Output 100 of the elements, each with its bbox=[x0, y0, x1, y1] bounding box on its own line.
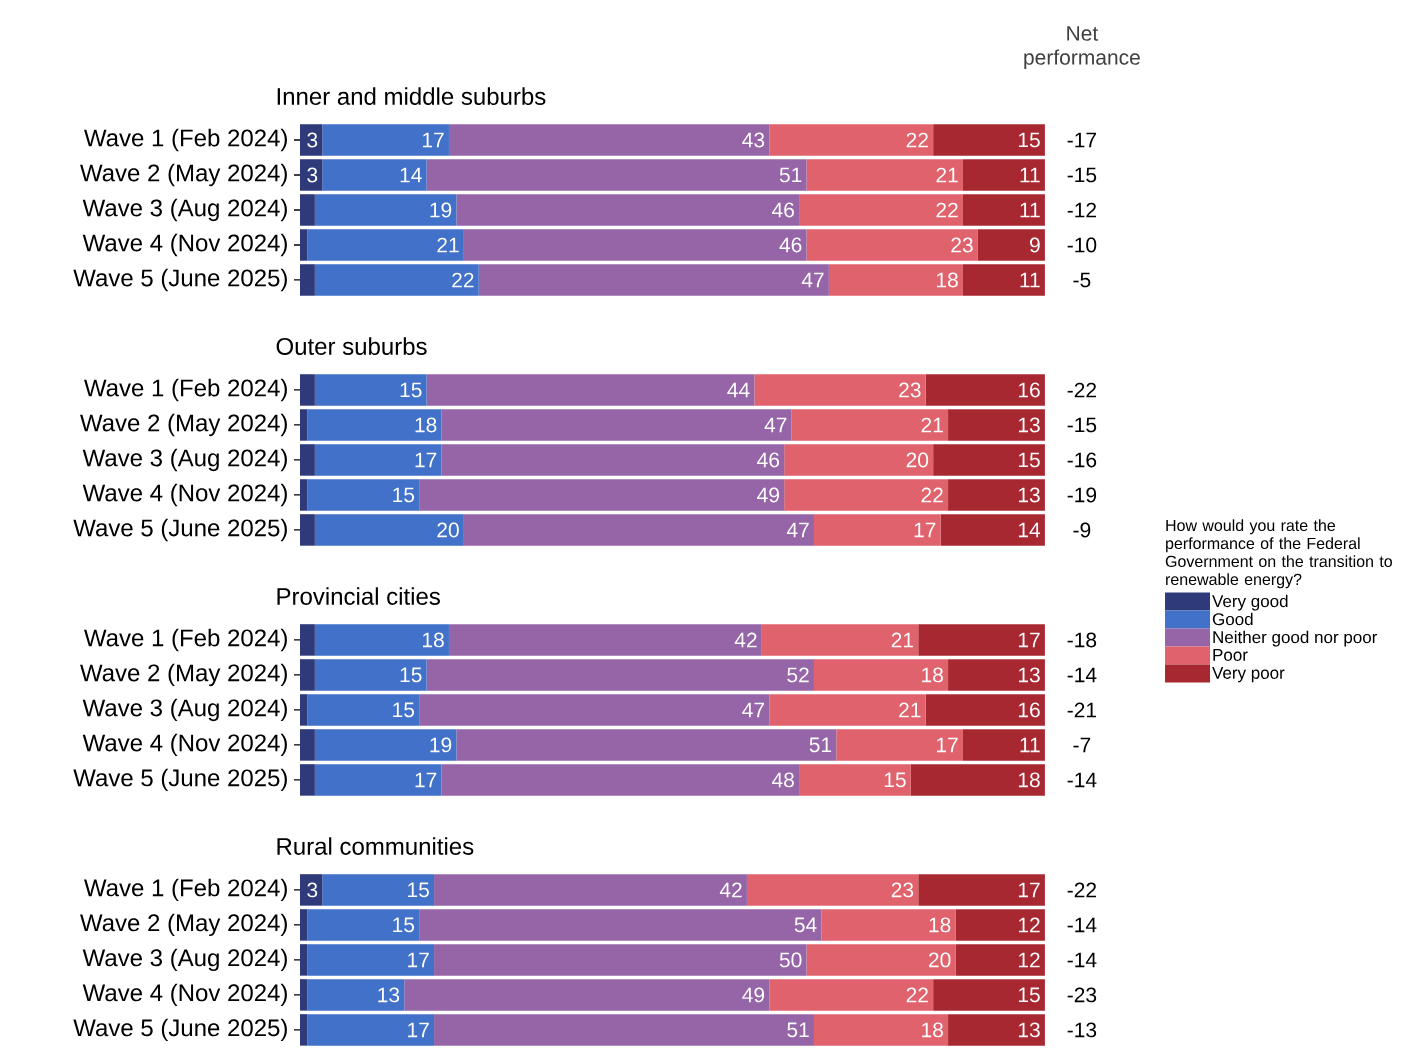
data-label: 18 bbox=[423, 632, 444, 648]
text: -14 bbox=[1067, 667, 1097, 683]
y-tick-label: Wave 3 (Aug 2024) bbox=[82, 198, 287, 222]
bar bbox=[314, 764, 442, 796]
data-label: 15 bbox=[393, 917, 415, 933]
data-label: 49 bbox=[757, 487, 779, 503]
data-label: 13 bbox=[1018, 487, 1040, 503]
data-label: 43 bbox=[742, 132, 765, 148]
data-label: 11 bbox=[1020, 167, 1040, 183]
data-label: 21 bbox=[936, 167, 958, 183]
chart-title: Rural communities bbox=[277, 837, 474, 855]
bar bbox=[307, 694, 420, 726]
data-label: 3 bbox=[307, 882, 318, 898]
data-label: 12 bbox=[1018, 917, 1040, 933]
data-label: 17 bbox=[415, 772, 437, 788]
data-label: 17 bbox=[408, 952, 429, 968]
data-label: 21 bbox=[437, 237, 459, 253]
bar bbox=[955, 944, 1045, 976]
data-label: 11 bbox=[1020, 202, 1040, 218]
bar bbox=[925, 374, 1045, 406]
y-tick-label: Wave 2 (May 2024) bbox=[80, 913, 287, 937]
bar bbox=[299, 1014, 308, 1046]
bar bbox=[799, 764, 911, 796]
legend-label: Good bbox=[1212, 612, 1253, 626]
data-label: 13 bbox=[378, 987, 400, 1003]
bar bbox=[925, 694, 1045, 726]
bar bbox=[806, 944, 956, 976]
bar bbox=[441, 444, 785, 476]
bar bbox=[441, 409, 792, 441]
y-tick-label: Wave 4 (Nov 2024) bbox=[82, 483, 287, 507]
data-label: 49 bbox=[742, 987, 765, 1003]
data-label: 15 bbox=[408, 882, 429, 898]
bar bbox=[314, 729, 457, 761]
bar bbox=[948, 409, 1045, 441]
data-label: 46 bbox=[772, 202, 794, 218]
text: -13 bbox=[1067, 1022, 1097, 1038]
bar bbox=[940, 514, 1045, 546]
bar bbox=[299, 374, 315, 406]
bar bbox=[299, 409, 308, 441]
text: -14 bbox=[1067, 772, 1097, 788]
text: -16 bbox=[1067, 452, 1097, 468]
bar bbox=[299, 729, 315, 761]
data-label: 20 bbox=[906, 452, 929, 468]
text: -12 bbox=[1067, 202, 1097, 218]
chart-title: Provincial cities bbox=[277, 587, 440, 605]
text: -9 bbox=[1073, 522, 1091, 538]
data-label: 18 bbox=[1018, 772, 1040, 788]
data-label: 22 bbox=[906, 987, 928, 1003]
data-label: 15 bbox=[400, 382, 422, 398]
bar bbox=[299, 264, 315, 296]
data-label: 17 bbox=[1018, 632, 1040, 648]
bar bbox=[307, 979, 405, 1011]
text: -19 bbox=[1067, 487, 1097, 503]
bar bbox=[322, 124, 449, 156]
data-label: 51 bbox=[809, 737, 832, 753]
bar bbox=[948, 479, 1045, 511]
data-label: 17 bbox=[423, 132, 444, 148]
bar bbox=[977, 229, 1045, 261]
y-tick-label: Wave 1 (Feb 2024) bbox=[84, 628, 287, 652]
y-tick-label: Wave 2 (May 2024) bbox=[80, 413, 287, 437]
y-tick-label: Wave 4 (Nov 2024) bbox=[82, 733, 287, 757]
data-label: 16 bbox=[1018, 702, 1040, 718]
bar bbox=[307, 479, 420, 511]
bar bbox=[933, 444, 1045, 476]
data-label: 21 bbox=[921, 417, 943, 433]
data-label: 12 bbox=[1018, 952, 1040, 968]
bar bbox=[314, 659, 427, 691]
data-label: 52 bbox=[787, 667, 809, 683]
y-tick-label: Wave 3 (Aug 2024) bbox=[82, 948, 287, 972]
bar bbox=[918, 874, 1045, 906]
legend-label: Poor bbox=[1213, 649, 1248, 661]
data-label: 13 bbox=[1018, 1022, 1040, 1038]
bar bbox=[434, 874, 747, 906]
y-tick-label: Wave 5 (June 2025) bbox=[73, 768, 287, 792]
y-tick-label: Wave 1 (Feb 2024) bbox=[84, 378, 287, 402]
data-label: 46 bbox=[779, 237, 802, 253]
data-label: 16 bbox=[1018, 382, 1040, 398]
bar bbox=[426, 374, 755, 406]
data-label: 18 bbox=[415, 417, 437, 433]
data-label: 17 bbox=[1018, 882, 1040, 898]
data-label: 47 bbox=[801, 272, 824, 288]
bar bbox=[299, 764, 315, 796]
bar bbox=[813, 659, 949, 691]
bar bbox=[299, 944, 308, 976]
data-label: 50 bbox=[779, 952, 802, 968]
bar bbox=[799, 194, 963, 226]
data-label: 51 bbox=[787, 1022, 809, 1038]
text: -23 bbox=[1067, 987, 1097, 1003]
data-label: 18 bbox=[929, 917, 951, 933]
bar bbox=[314, 194, 457, 226]
data-label: 18 bbox=[922, 667, 943, 683]
bar bbox=[813, 1014, 949, 1046]
text: Net performance bbox=[1024, 26, 1140, 70]
legend-label: Very poor bbox=[1212, 667, 1285, 683]
bar bbox=[828, 264, 963, 296]
text: -7 bbox=[1073, 737, 1091, 753]
bar bbox=[448, 624, 762, 656]
bar bbox=[314, 624, 449, 656]
bar bbox=[314, 264, 479, 296]
data-label: 18 bbox=[937, 272, 958, 288]
